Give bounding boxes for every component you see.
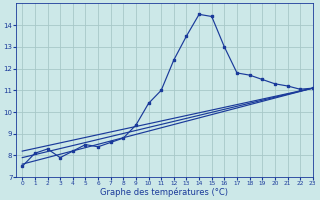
X-axis label: Graphe des températures (°C): Graphe des températures (°C) (100, 187, 228, 197)
